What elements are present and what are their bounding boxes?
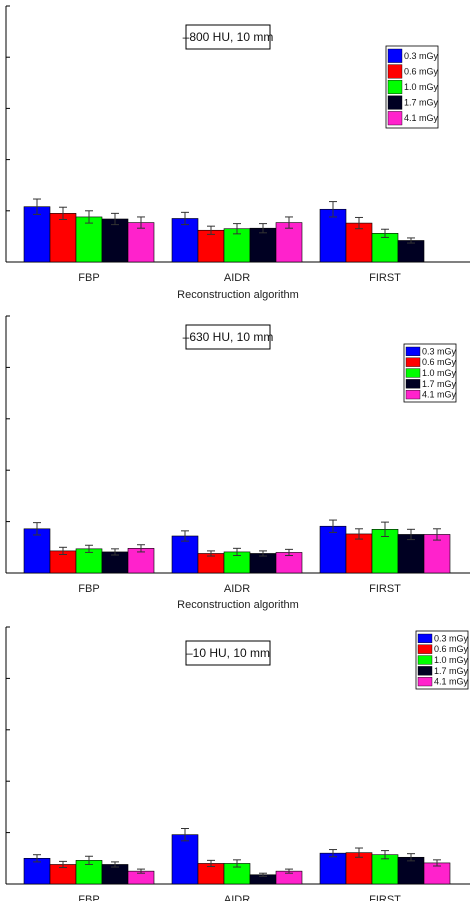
x-tick-label: AIDR	[224, 272, 250, 284]
bar-first-3	[371, 233, 399, 263]
bar-first-3	[371, 854, 399, 885]
legend-label: 1.0 mGy	[434, 655, 469, 665]
legend-swatch	[387, 48, 403, 63]
bar-fbp-1	[23, 528, 51, 574]
x-tick-label: FIRST	[369, 894, 401, 901]
legend-label: 0.3 mGy	[404, 51, 439, 61]
bar-fbp-1	[23, 206, 51, 263]
title-box	[185, 324, 271, 350]
legend-label: 4.1 mGy	[434, 677, 469, 687]
x-tick-label: FIRST	[369, 583, 401, 595]
legend-swatch	[405, 390, 421, 400]
bar-first-2	[345, 852, 373, 885]
bar-fbp-5	[127, 222, 155, 263]
x-tick-label: FBP	[78, 272, 99, 284]
legend-label: 0.6 mGy	[422, 357, 457, 367]
legend-swatch	[387, 95, 403, 110]
legend-swatch	[417, 655, 433, 665]
x-tick-label: FIRST	[369, 272, 401, 284]
chart-title: –800 HU, 10 mm	[183, 30, 274, 44]
legend-swatch	[405, 379, 421, 389]
legend-label: 0.6 mGy	[434, 644, 469, 654]
bar-first-1	[319, 525, 347, 574]
bar-fbp-1	[23, 857, 51, 885]
legend-label: 4.1 mGy	[422, 390, 457, 400]
chart-title: –10 HU, 10 mm	[186, 646, 270, 660]
bar-aidr-1	[171, 834, 199, 885]
legend-label: 1.7 mGy	[422, 379, 457, 389]
title-box	[185, 24, 271, 50]
legend-label: 1.0 mGy	[422, 368, 457, 378]
bar-fbp-2	[49, 213, 77, 263]
legend-label: 1.7 mGy	[404, 98, 439, 108]
bar-first-5	[423, 534, 451, 574]
bar-first-2	[345, 222, 373, 263]
legend-label: 1.0 mGy	[404, 82, 439, 92]
legend-label: 0.3 mGy	[422, 346, 457, 356]
legend-swatch	[387, 79, 403, 94]
legend-label: 0.3 mGy	[434, 633, 469, 643]
legend-swatch	[405, 357, 421, 367]
x-tick-label: FBP	[78, 583, 99, 595]
legend-label: 4.1 mGy	[404, 113, 439, 123]
legend-swatch	[417, 666, 433, 676]
legend-swatch	[417, 677, 433, 687]
title-box	[185, 640, 271, 666]
bar-aidr-5	[275, 222, 303, 263]
bar-first-1	[319, 852, 347, 885]
chart-panel-1: FBP AIDR FIRST Reconstruction algorithm –800…	[5, 5, 470, 301]
bar-fbp-4	[101, 218, 129, 263]
legend-swatch	[405, 368, 421, 378]
bar-first-2	[345, 533, 373, 574]
chart-panel-2: FBP AIDR FIRST Reconstruction algorithm –630…	[5, 315, 470, 611]
bar-aidr-2	[197, 229, 225, 263]
x-axis-label: Reconstruction algorithm	[177, 289, 299, 301]
x-tick-label: FBP	[78, 894, 99, 901]
bar-fbp-3	[75, 216, 103, 263]
x-tick-label: AIDR	[224, 583, 250, 595]
x-tick-label: AIDR	[224, 894, 250, 901]
legend-swatch	[417, 633, 433, 644]
legend-swatch	[405, 346, 421, 357]
bar-aidr-1	[171, 535, 199, 574]
legend: 0.3 mGy 0.6 mGy 1.0 mGy 1.7 mGy 4.1 mGy	[385, 45, 439, 129]
chart-title: –630 HU, 10 mm	[183, 330, 274, 344]
bar-aidr-1	[171, 218, 199, 263]
legend-label: 1.7 mGy	[434, 666, 469, 676]
bar-first-4	[397, 534, 425, 574]
x-axis-label: Reconstruction algorithm	[177, 599, 299, 611]
bar-first-4	[397, 240, 425, 263]
bar-fbp-5	[127, 548, 155, 574]
legend-swatch	[387, 64, 403, 79]
legend-swatch	[417, 644, 433, 654]
legend-label: 0.6 mGy	[404, 66, 439, 76]
legend-swatch	[387, 111, 403, 126]
